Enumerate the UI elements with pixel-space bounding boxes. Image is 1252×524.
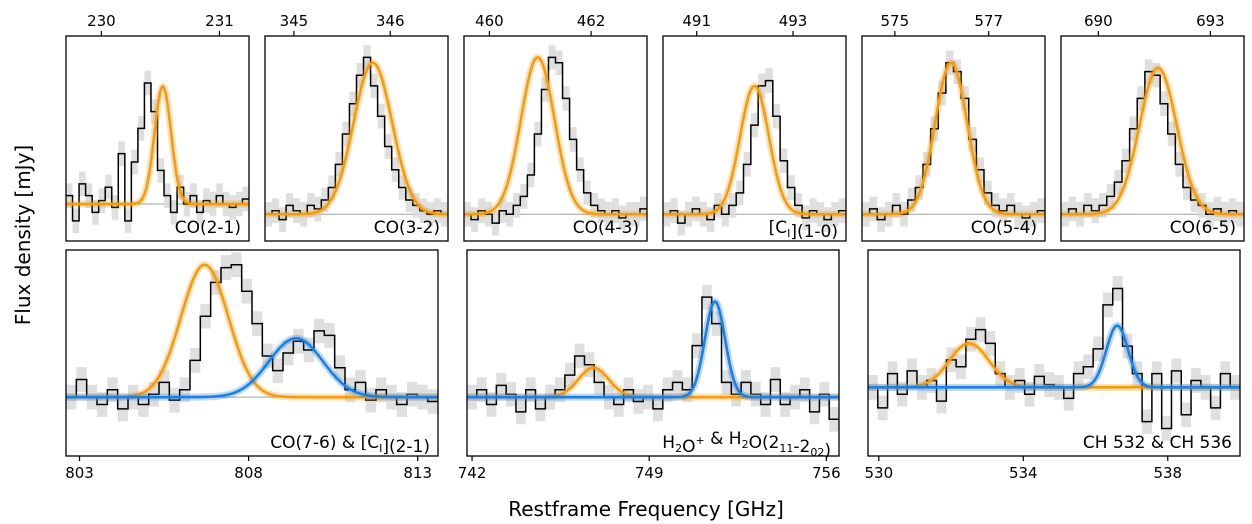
panel-6: 690 693 CO(6-5) [1060,12,1245,242]
x-tick-label-9-1: 530 [865,464,894,482]
fit-band-3-1 [464,53,647,218]
x-tick-label-9-2: 534 [1009,464,1038,482]
spectrum-step-6 [1061,70,1244,216]
x-tick-label-7-3: 813 [403,464,432,482]
fit-line-8-2 [467,300,839,399]
line-label-3: CO(4-3) [573,218,639,238]
error-band-6 [1061,59,1244,227]
panel-frame-9 [867,249,1241,457]
fit-band-6-1 [1061,64,1244,218]
error-band-3 [464,45,647,236]
panel-frame-1 [65,35,250,242]
x-tick-label-5-1: 575 [881,12,910,30]
line-label-8: H2O+ & H2O(211-202) [662,429,831,461]
x-tick-label-7-1: 803 [65,464,94,482]
error-band-4 [663,68,846,236]
x-tick-label-8-1: 742 [458,464,487,482]
line-label-9: CH 532 & CH 536 [1083,433,1232,453]
fit-line-7-2 [66,337,438,399]
line-label-4: [CI](1-0) [769,218,838,242]
line-label-6: CO(6-5) [1170,218,1236,238]
panel-frame-8 [466,249,840,457]
panel-frame-5 [861,35,1046,242]
x-tick-label-7-2: 808 [234,464,263,482]
error-band-9 [868,276,1240,441]
panel-2: 345 346 CO(3-2) [264,12,449,242]
fit-line-3-1 [464,56,647,216]
fit-line-2-1 [265,61,448,216]
spectrum-step-2 [265,56,448,221]
x-tick-label-6-2: 693 [1196,12,1225,30]
fit-line-1-1 [66,85,249,206]
x-tick-label-6-1: 690 [1084,12,1113,30]
panel-1: 230 231 CO(2-1) [65,12,250,242]
panel-frame-4 [662,35,847,242]
y-axis-label: Flux density [mJy] [11,145,35,325]
panel-9: 530 534 538 CH 532 & CH 536 [865,249,1241,482]
fit-band-4-1 [663,82,846,218]
panel-8: 742 749 756 H2O+ & H2O(211-202) [458,249,841,482]
panel-frame-6 [1060,35,1245,242]
x-tick-label-4-2: 493 [779,12,808,30]
spectrum-step-1 [66,82,249,222]
fit-band-5-1 [862,59,1045,218]
spectrum-step-8 [467,296,839,420]
fit-line-6-1 [1061,66,1244,216]
x-tick-label-8-3: 756 [812,464,841,482]
x-tick-label-2-2: 346 [376,12,405,30]
panel-3: 460 462 CO(4-3) [463,12,648,242]
panel-5: 575 577 CO(5-4) [861,12,1046,242]
error-band-5 [862,50,1045,232]
line-label-7: CO(7-6) & [CI](2-1) [270,433,430,457]
x-tick-label-2-1: 345 [280,12,309,30]
x-tick-label-1-2: 231 [205,12,234,30]
panel-frame-7 [65,249,439,457]
panel-7: 803 808 813 CO(7-6) & [CI](2-1) [65,249,439,482]
line-label-1: CO(2-1) [175,218,241,238]
error-band-2 [265,45,448,232]
fit-band-8-2 [467,298,839,401]
x-tick-label-3-2: 462 [577,12,606,30]
line-label-2: CO(3-2) [374,218,440,238]
x-tick-label-1-1: 230 [87,12,116,30]
x-axis-label: Restframe Frequency [GHz] [508,497,784,521]
panel-frame-2 [264,35,449,242]
spectrum-step-3 [464,56,647,224]
fit-line-5-1 [862,61,1045,216]
x-tick-label-5-2: 577 [974,12,1003,30]
x-tick-label-4-1: 491 [682,12,711,30]
line-label-5: CO(5-4) [971,218,1037,238]
fit-line-4-1 [663,84,846,216]
fit-line-9-2 [868,324,1240,389]
spectrum-step-5 [862,61,1045,221]
panel-4: 491 493 [CI](1-0) [662,12,847,242]
panel-frame-3 [463,35,648,242]
x-tick-label-8-2: 749 [635,464,664,482]
x-tick-label-3-1: 460 [475,12,504,30]
x-tick-label-9-3: 538 [1153,464,1182,482]
spectrum-step-4 [663,79,846,224]
